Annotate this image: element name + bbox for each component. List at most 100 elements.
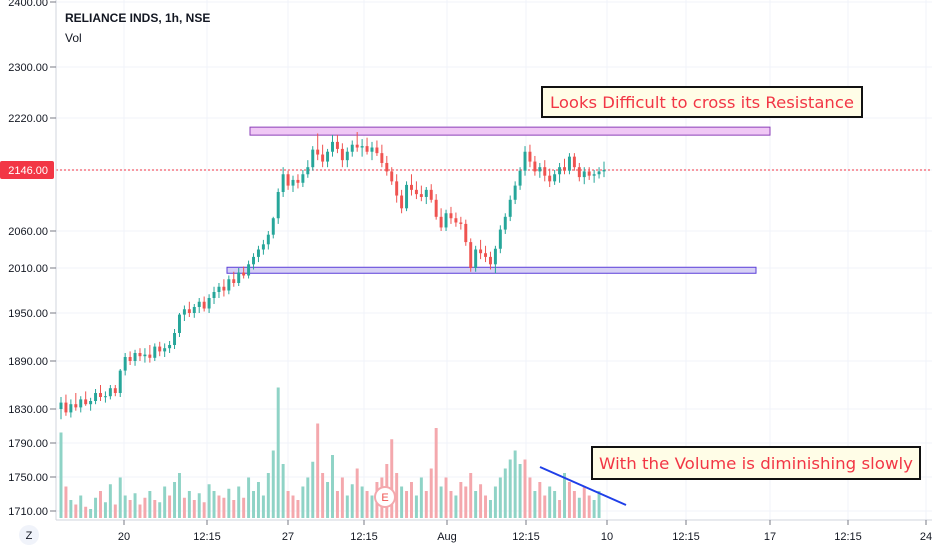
candle-body[interactable] [567, 156, 571, 171]
candle[interactable] [543, 160, 547, 182]
candle-body[interactable] [513, 185, 517, 200]
axis-corner[interactable]: Z [19, 525, 39, 545]
candle-body[interactable] [503, 216, 507, 230]
candle-body[interactable] [261, 244, 265, 250]
candle[interactable] [459, 216, 463, 230]
candle[interactable] [523, 146, 527, 176]
candle-body[interactable] [138, 353, 142, 357]
candle[interactable] [256, 245, 260, 263]
candle-body[interactable] [572, 156, 576, 168]
candle-body[interactable] [528, 151, 532, 162]
candle-body[interactable] [345, 151, 349, 161]
candle[interactable] [454, 212, 458, 227]
candle-body[interactable] [563, 167, 566, 171]
candle[interactable] [138, 348, 142, 361]
candle-body[interactable] [276, 191, 280, 219]
candle[interactable] [419, 185, 423, 202]
candle[interactable] [148, 345, 152, 363]
earnings-marker-circle[interactable] [374, 486, 396, 508]
x-axis[interactable]: 20 12:15 27 12:15 Aug 12:15 10 12:15 17 12:15 24 [118, 520, 932, 543]
candle[interactable] [513, 181, 517, 205]
candle-body[interactable] [518, 170, 522, 186]
candle[interactable] [360, 139, 364, 157]
candle[interactable] [340, 143, 344, 168]
candle-body[interactable] [340, 148, 344, 161]
candle-body[interactable] [439, 216, 443, 228]
candle[interactable] [128, 351, 132, 365]
candle[interactable] [192, 304, 196, 318]
candle-body[interactable] [484, 253, 488, 257]
candle-body[interactable] [498, 229, 502, 249]
candle-body[interactable] [390, 171, 394, 182]
candle[interactable] [261, 239, 265, 255]
candle[interactable] [464, 219, 468, 246]
candle-body[interactable] [158, 346, 162, 352]
candle-body[interactable] [454, 218, 458, 223]
candle[interactable] [597, 167, 601, 179]
volume-indicator-label[interactable]: Vol [65, 31, 82, 45]
candle[interactable] [237, 268, 241, 286]
candle-body[interactable] [321, 154, 325, 162]
candle[interactable] [548, 168, 552, 188]
candle-body[interactable] [350, 144, 354, 152]
candle-body[interactable] [538, 167, 542, 172]
candle-body[interactable] [222, 286, 226, 291]
candle-body[interactable] [553, 174, 557, 182]
candle[interactable] [133, 349, 137, 366]
candle[interactable] [567, 153, 571, 175]
candle-body[interactable] [128, 357, 132, 361]
candle[interactable] [84, 391, 88, 406]
candle-body[interactable] [69, 404, 73, 413]
candle-body[interactable] [360, 146, 364, 148]
candle[interactable] [143, 348, 147, 363]
candle-body[interactable] [84, 399, 88, 405]
candle-body[interactable] [217, 286, 221, 292]
candle[interactable] [182, 305, 186, 322]
candle[interactable] [424, 187, 428, 205]
candle-body[interactable] [187, 309, 191, 313]
candle[interactable] [484, 245, 488, 263]
candle[interactable] [331, 134, 334, 157]
candle[interactable] [247, 260, 251, 279]
candle-body[interactable] [311, 149, 315, 168]
candle[interactable] [301, 170, 305, 188]
candle-body[interactable] [286, 174, 290, 186]
candle-body[interactable] [79, 399, 83, 408]
candle[interactable] [355, 132, 359, 152]
candle[interactable] [163, 343, 167, 357]
candle[interactable] [291, 175, 295, 192]
candle-body[interactable] [434, 199, 438, 217]
candle[interactable] [439, 208, 443, 231]
candle[interactable] [474, 245, 478, 272]
candle[interactable] [493, 245, 497, 274]
candle-body[interactable] [335, 141, 339, 149]
candle-body[interactable] [242, 272, 246, 276]
candle[interactable] [572, 153, 576, 171]
candle[interactable] [271, 216, 275, 239]
earnings-marker-label[interactable]: E [381, 492, 388, 504]
candle-body[interactable] [182, 309, 186, 315]
candle[interactable] [202, 296, 206, 312]
candle[interactable] [538, 162, 542, 178]
candle[interactable] [316, 133, 320, 161]
candle[interactable] [276, 188, 280, 224]
candle-body[interactable] [306, 167, 310, 175]
axis-corner-label[interactable]: Z [26, 530, 33, 542]
candle[interactable] [405, 181, 409, 212]
candle[interactable] [222, 279, 226, 297]
candle[interactable] [326, 148, 330, 168]
candle[interactable] [217, 283, 221, 298]
candle-body[interactable] [271, 218, 275, 235]
candle[interactable] [365, 137, 369, 155]
candle-body[interactable] [414, 189, 418, 195]
resistance-zone[interactable] [249, 126, 771, 136]
candle-body[interactable] [153, 346, 157, 358]
candle[interactable] [469, 238, 473, 272]
candle-body[interactable] [331, 141, 334, 152]
candle-body[interactable] [597, 171, 601, 175]
candle[interactable] [207, 294, 211, 313]
candle[interactable] [429, 184, 433, 203]
candle[interactable] [173, 329, 177, 349]
candle-body[interactable] [89, 401, 93, 405]
candle[interactable] [168, 341, 172, 353]
